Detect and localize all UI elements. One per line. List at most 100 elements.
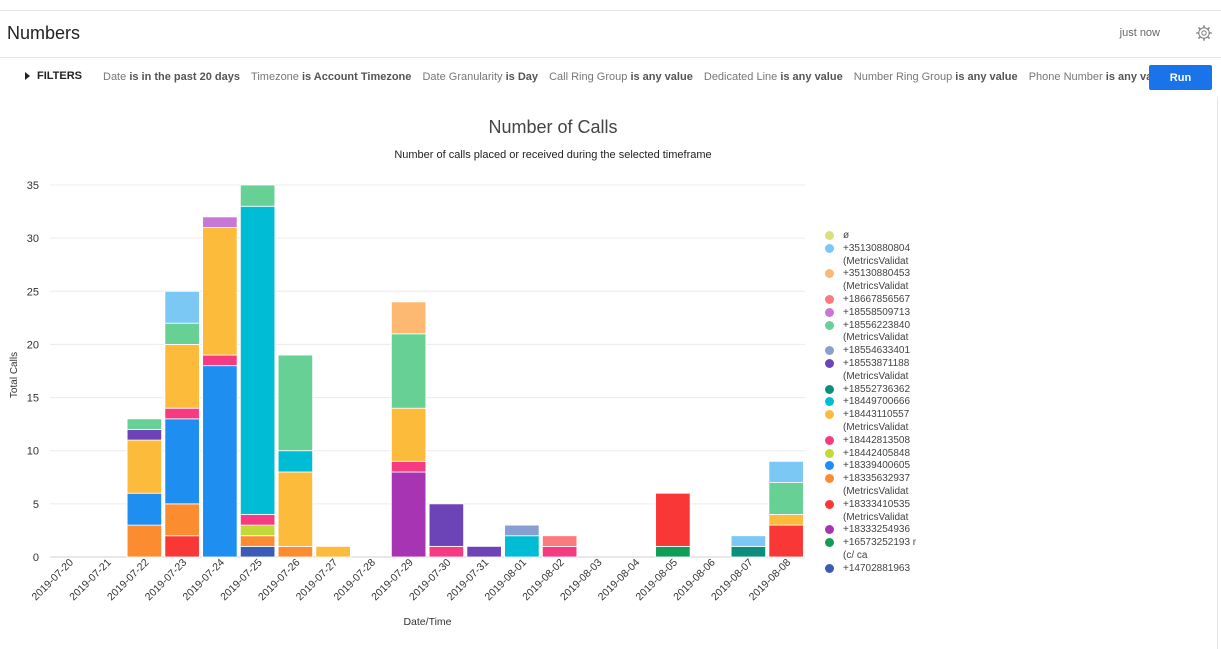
legend-item[interactable]: +18333254936	[824, 524, 916, 537]
legend-label: +18333410535 (MetricsValidat	[843, 498, 911, 523]
legend-label: +18339400605	[843, 460, 911, 472]
filter-number-ring-group[interactable]: Number Ring Group is any value	[854, 71, 1018, 83]
legend-item[interactable]: +18339400605	[824, 460, 916, 473]
filter-label: Call Ring Group	[549, 71, 628, 83]
legend-label: +18667856567	[843, 293, 911, 305]
legend-item[interactable]: +18442405848	[824, 448, 916, 461]
legend-label: +18558509713	[843, 306, 911, 318]
bar-segment	[239, 184, 276, 207]
bar-segment	[541, 545, 578, 558]
legend-item[interactable]: +35130880453 (MetricsValidat	[824, 268, 916, 294]
bar-segment	[655, 545, 691, 558]
filter-date[interactable]: Date is in the past 20 days	[103, 71, 240, 83]
legend-item[interactable]: +18553871188 (MetricsValidat	[824, 358, 916, 384]
chart-subtitle: Number of calls placed or received durin…	[394, 149, 711, 161]
filter-label: Dedicated Line	[703, 71, 778, 83]
bar-segment	[768, 514, 804, 526]
legend-label: +14702881963	[843, 562, 911, 574]
bar-segment	[164, 535, 200, 558]
legend-item[interactable]: +18443110557 (MetricsValidat	[824, 409, 916, 435]
filter-dedicated-line[interactable]: Dedicated Line is any value	[704, 71, 843, 83]
bar-segment	[164, 344, 200, 409]
y-tick-label: 35	[27, 180, 39, 192]
bar-segment	[126, 439, 163, 494]
legend-item[interactable]: +18667856567	[824, 294, 916, 307]
scrollbar-track[interactable]	[1217, 98, 1218, 649]
bar-segment	[428, 503, 465, 547]
legend-swatch	[825, 294, 834, 304]
legend-label: +18335632937 (MetricsValidat	[843, 473, 911, 497]
legend-item[interactable]: +18442813508	[824, 435, 916, 448]
filter-value: is Day	[505, 71, 539, 83]
bar-segment	[390, 471, 427, 558]
filter-label: Phone Number	[1028, 71, 1103, 83]
legend-item[interactable]: +18333410535 (MetricsValidat	[824, 499, 916, 525]
legend-item[interactable]: +14702881963	[824, 563, 916, 576]
legend-swatch	[825, 346, 834, 356]
legend-label: +18449700666	[843, 396, 911, 408]
gear-icon[interactable]	[1196, 25, 1212, 41]
filter-date-granularity[interactable]: Date Granularity is Day	[422, 71, 538, 83]
bar-segment	[390, 301, 427, 335]
bar-segment	[428, 545, 465, 558]
legend-swatch	[825, 525, 834, 535]
filter-phone-number[interactable]: Phone Number is any value	[1029, 71, 1168, 83]
legend-item[interactable]: +18558509713	[824, 307, 916, 320]
legend-swatch	[825, 269, 834, 279]
legend-item[interactable]: +16573252193 message(c/ ca	[824, 537, 916, 563]
legend-item[interactable]: +18552736362	[824, 384, 916, 397]
bar-segment	[277, 450, 314, 473]
bar-segment	[541, 535, 578, 547]
filter-call-ring-group[interactable]: Call Ring Group is any value	[549, 71, 693, 83]
legend-swatch	[825, 435, 834, 445]
bar-segment	[768, 524, 804, 558]
legend-label: +18442813508	[843, 434, 911, 446]
bar-segment	[768, 482, 804, 515]
legend-item[interactable]: +18554633401	[824, 345, 916, 358]
filters-bar: FILTERS Date is in the past 20 days Time…	[0, 58, 1221, 98]
legend-swatch	[825, 499, 834, 509]
bar-segment	[277, 545, 314, 558]
run-button[interactable]: Run	[1149, 65, 1212, 90]
last-updated-label: just now	[1119, 27, 1160, 39]
legend-item[interactable]: +35130880804 (MetricsValidat	[824, 243, 916, 269]
legend-swatch	[825, 320, 834, 330]
bar-segment	[730, 535, 767, 547]
legend-swatch	[825, 563, 834, 573]
bar-segment	[239, 514, 276, 526]
bar-segment	[202, 227, 238, 356]
legend-label: +18552736362	[843, 383, 911, 395]
filter-label: Date Granularity	[422, 71, 503, 83]
bar-segment	[768, 460, 804, 484]
bar-segment	[164, 418, 200, 505]
legend-item[interactable]: +18556223840 (MetricsValidat	[824, 320, 916, 346]
bar-segment	[126, 418, 163, 430]
y-axis-label: Total Calls	[9, 352, 20, 398]
page-header: Numbers just now	[0, 11, 1221, 58]
chart-legend: ø +35130880804 (MetricsValidat +35130880453…	[824, 230, 916, 576]
legend-swatch	[825, 358, 834, 368]
filter-label: Timezone	[251, 71, 299, 83]
legend-swatch	[825, 243, 834, 253]
bar-segment	[164, 503, 200, 537]
filters-toggle[interactable]: FILTERS	[25, 70, 82, 82]
filter-value: is any value	[955, 71, 1018, 83]
bar-segment	[655, 492, 691, 547]
legend-item[interactable]: +18335632937 (MetricsValidat	[824, 473, 916, 499]
legend-swatch	[825, 397, 834, 407]
filter-label: Number Ring Group	[853, 71, 953, 83]
y-tick-label: 10	[27, 446, 39, 458]
bar-segment	[202, 354, 238, 367]
y-tick-label: 20	[27, 339, 39, 351]
bar-segment	[164, 322, 200, 345]
filter-label: Date	[103, 71, 127, 83]
legend-label: +35130880804 (MetricsValidat	[843, 242, 911, 267]
legend-item[interactable]: ø	[824, 230, 916, 243]
page-title: Numbers	[7, 23, 81, 43]
filter-timezone[interactable]: Timezone is Account Timezone	[251, 71, 411, 83]
chart-title: Number of Calls	[488, 117, 617, 137]
bar-segment	[239, 524, 276, 537]
legend-item[interactable]: +18449700666	[824, 396, 916, 409]
bar-segment	[390, 407, 427, 462]
bar-segment	[277, 354, 314, 452]
